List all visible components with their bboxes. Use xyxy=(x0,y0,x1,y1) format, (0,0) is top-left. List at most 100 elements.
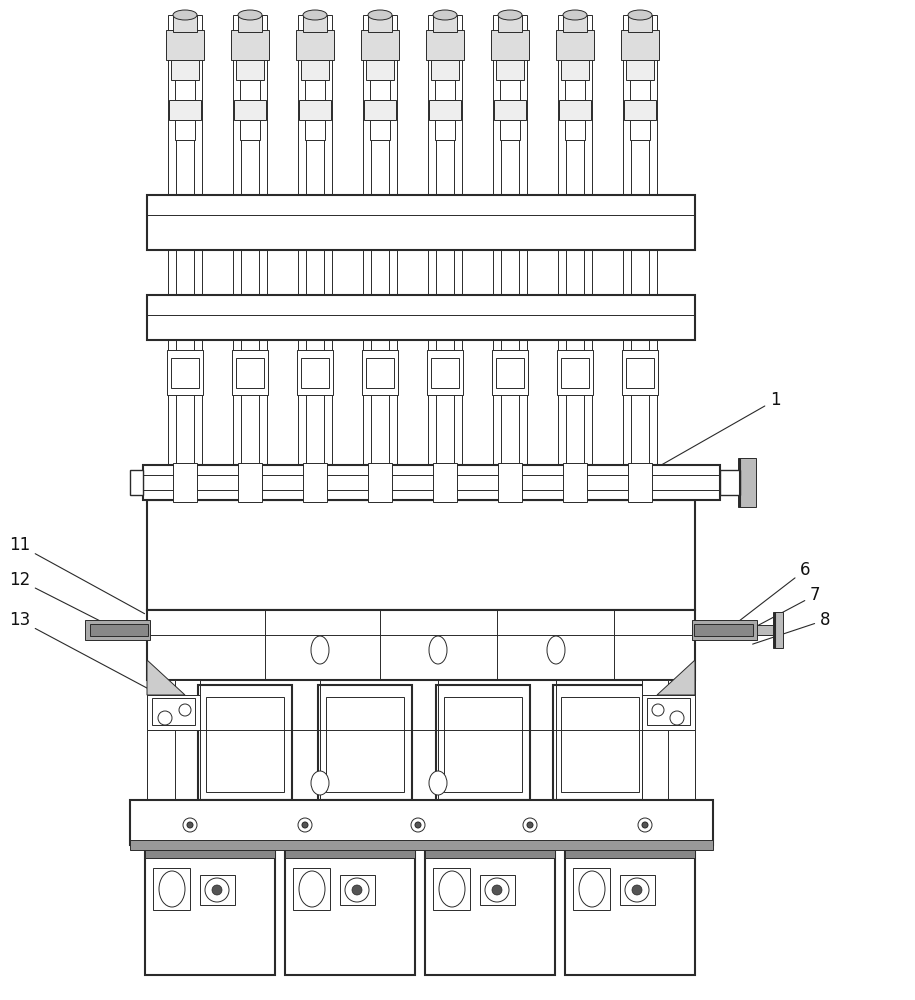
Bar xyxy=(240,80,260,100)
Bar xyxy=(296,30,334,60)
Bar xyxy=(694,624,753,636)
Ellipse shape xyxy=(299,871,325,907)
Bar xyxy=(147,195,695,250)
Circle shape xyxy=(625,878,649,902)
Bar xyxy=(429,100,461,120)
Bar xyxy=(198,685,292,800)
Bar xyxy=(389,15,397,590)
Bar xyxy=(173,15,197,32)
Bar xyxy=(668,680,695,800)
Bar xyxy=(428,15,436,590)
Bar xyxy=(628,463,652,502)
Bar xyxy=(433,868,470,910)
Bar xyxy=(175,80,195,100)
Bar xyxy=(496,60,524,80)
Bar xyxy=(565,850,695,858)
Bar xyxy=(561,697,639,792)
Bar xyxy=(563,15,587,32)
Bar xyxy=(426,30,464,60)
Bar xyxy=(435,120,455,140)
Bar xyxy=(324,15,332,590)
Bar xyxy=(303,15,327,32)
Bar xyxy=(231,30,269,60)
Bar xyxy=(757,625,775,635)
Bar xyxy=(584,15,592,590)
Bar xyxy=(167,350,203,395)
Ellipse shape xyxy=(498,10,522,20)
Bar xyxy=(318,685,412,800)
Text: 8: 8 xyxy=(753,611,831,644)
Circle shape xyxy=(345,878,369,902)
Bar xyxy=(496,358,524,388)
Circle shape xyxy=(492,885,502,895)
Bar xyxy=(630,120,650,140)
Bar xyxy=(573,868,610,910)
Bar xyxy=(720,470,740,495)
Bar xyxy=(145,850,275,975)
Text: 13: 13 xyxy=(9,611,157,694)
Bar xyxy=(431,358,459,388)
Circle shape xyxy=(415,822,421,828)
Ellipse shape xyxy=(429,636,447,664)
Bar xyxy=(623,15,631,590)
Circle shape xyxy=(205,878,229,902)
Ellipse shape xyxy=(238,10,262,20)
Bar xyxy=(500,80,520,100)
Bar xyxy=(436,685,530,800)
Bar xyxy=(175,120,195,140)
Bar xyxy=(147,610,695,680)
Bar xyxy=(561,60,589,80)
Ellipse shape xyxy=(311,771,329,795)
Bar xyxy=(90,624,148,636)
Circle shape xyxy=(302,822,308,828)
Bar xyxy=(692,620,757,640)
Circle shape xyxy=(411,818,425,832)
Bar xyxy=(563,463,587,502)
Bar xyxy=(558,15,566,590)
Bar xyxy=(232,350,268,395)
Bar xyxy=(454,15,462,590)
Bar xyxy=(147,680,175,800)
Bar xyxy=(370,120,390,140)
Circle shape xyxy=(485,878,509,902)
Bar xyxy=(236,60,264,80)
Bar xyxy=(519,15,527,590)
Bar xyxy=(299,100,331,120)
Ellipse shape xyxy=(368,10,392,20)
Bar xyxy=(565,120,585,140)
Bar xyxy=(293,868,330,910)
Bar xyxy=(626,358,654,388)
Bar xyxy=(234,100,266,120)
Ellipse shape xyxy=(579,871,605,907)
Bar xyxy=(425,850,555,975)
Bar xyxy=(557,350,593,395)
Bar xyxy=(147,680,200,800)
Circle shape xyxy=(212,885,222,895)
Text: 1: 1 xyxy=(638,391,780,479)
Bar xyxy=(431,60,459,80)
Bar xyxy=(130,800,713,845)
Circle shape xyxy=(527,822,533,828)
Bar xyxy=(624,100,656,120)
Polygon shape xyxy=(657,660,695,695)
Bar xyxy=(147,500,695,610)
Bar xyxy=(171,60,199,80)
Bar xyxy=(362,350,398,395)
Bar xyxy=(130,840,713,850)
Bar xyxy=(480,875,515,905)
Bar xyxy=(298,15,306,590)
Bar xyxy=(130,470,143,495)
Ellipse shape xyxy=(628,10,652,20)
Bar xyxy=(301,60,329,80)
Bar xyxy=(620,875,655,905)
Bar xyxy=(642,680,695,800)
Bar xyxy=(642,695,695,730)
Bar xyxy=(498,463,522,502)
Polygon shape xyxy=(147,660,185,695)
Bar xyxy=(621,30,659,60)
Circle shape xyxy=(632,885,642,895)
Ellipse shape xyxy=(311,636,329,664)
Bar xyxy=(498,15,522,32)
Bar xyxy=(368,463,392,502)
Circle shape xyxy=(642,822,648,828)
